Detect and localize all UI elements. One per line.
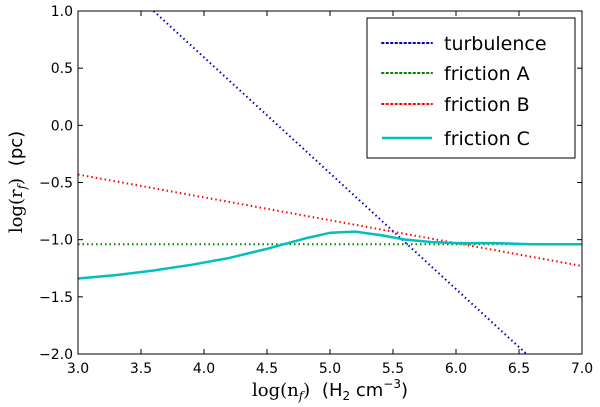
y-tick-label: −0.5 (39, 176, 73, 192)
legend-label-friction-c: friction C (444, 128, 530, 150)
y-axis-label: log(rf) (pc) (6, 131, 29, 233)
legend: turbulence friction A friction B frictio… (366, 17, 576, 159)
x-tick-label: 5.5 (382, 361, 404, 377)
x-tick-label: 4.5 (256, 361, 278, 377)
y-tick-label: −1.0 (39, 233, 73, 249)
legend-box (366, 17, 576, 159)
y-tick-label: −1.5 (39, 290, 73, 306)
series-friction-b (78, 173, 582, 267)
legend-label-friction-a: friction A (444, 63, 530, 85)
x-tick-label: 6.5 (508, 361, 530, 377)
x-tick-label: 4.0 (193, 361, 215, 377)
series-turbulence (152, 11, 528, 354)
x-axis-label: log(nf) (H2 cm−3) (252, 377, 408, 403)
legend-label-friction-b: friction B (444, 94, 530, 116)
x-tick-label: 5.0 (319, 361, 341, 377)
x-tick-label: 3.0 (67, 361, 89, 377)
x-tick-label: 3.5 (130, 361, 152, 377)
y-tick-label: 1.0 (51, 4, 73, 20)
y-tick-label: 0.5 (51, 61, 73, 77)
series-layer (78, 11, 582, 354)
legend-label-turbulence: turbulence (444, 33, 547, 55)
tick-layer: 3.0 3.5 4.0 4.5 5.0 5.5 6.0 6.5 7.0 1.0 0.5 0.0 −0.5… (39, 4, 593, 377)
x-tick-label: 7.0 (571, 361, 593, 377)
y-tick-label: −2.0 (39, 347, 73, 363)
x-tick-label: 6.0 (445, 361, 467, 377)
y-tick-label: 0.0 (51, 118, 73, 134)
series-friction-c (78, 230, 582, 280)
